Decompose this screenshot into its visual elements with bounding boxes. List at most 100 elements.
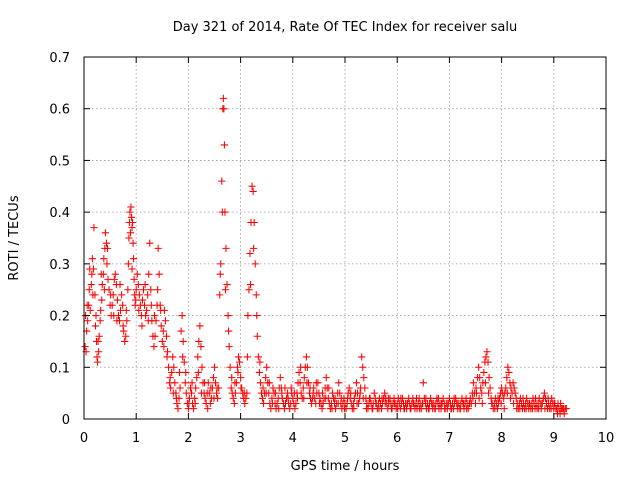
data-point <box>475 394 483 402</box>
data-point <box>384 394 392 402</box>
data-point <box>169 389 177 397</box>
y-axis-label: ROTI / TECUs <box>7 195 22 280</box>
data-point <box>124 286 132 294</box>
data-point <box>85 286 93 294</box>
data-point <box>276 374 284 382</box>
data-point <box>150 311 159 320</box>
data-point <box>167 384 175 392</box>
data-point <box>170 363 178 371</box>
data-point <box>281 384 289 392</box>
data-point <box>225 343 233 351</box>
data-point <box>322 394 330 402</box>
data-point <box>488 399 496 408</box>
y-tick-label: 0.5 <box>49 154 70 169</box>
data-point <box>138 296 147 304</box>
data-point <box>140 301 149 309</box>
data-point <box>124 260 132 268</box>
data-point <box>211 379 220 387</box>
data-point <box>205 389 213 397</box>
data-point <box>505 368 513 377</box>
data-point <box>123 317 131 325</box>
data-point <box>234 368 242 377</box>
x-tick-labels: 0 1 2 3 4 5 6 7 8 9 10 <box>80 431 614 446</box>
data-point <box>93 358 102 366</box>
data-point <box>309 389 317 397</box>
data-point <box>154 286 162 294</box>
data-point <box>560 405 568 413</box>
data-point <box>299 384 307 392</box>
y-tick-label: 0.1 <box>49 361 70 376</box>
data-point <box>297 389 305 397</box>
data-point <box>318 389 327 397</box>
data-point <box>217 260 225 268</box>
data-point <box>98 296 106 304</box>
x-tick-label: 5 <box>341 431 349 446</box>
data-point <box>227 384 235 392</box>
data-point <box>372 399 380 408</box>
data-point <box>161 317 170 325</box>
data-point <box>88 270 96 278</box>
data-point <box>110 275 118 283</box>
data-point <box>143 306 151 314</box>
data-point <box>441 405 449 413</box>
data-point <box>196 322 204 330</box>
data-point <box>478 389 486 397</box>
chart-title: Day 321 of 2014, Rate Of TEC Index for r… <box>173 20 518 35</box>
data-point <box>447 405 455 413</box>
data-point <box>234 353 243 361</box>
data-point <box>130 275 138 283</box>
data-point <box>127 213 136 221</box>
data-point <box>469 394 477 402</box>
data-point <box>171 379 179 387</box>
y-tick-label: 0.6 <box>49 103 70 118</box>
data-point <box>437 399 446 408</box>
data-point <box>381 399 389 408</box>
data-point <box>81 343 89 351</box>
data-point <box>237 374 245 382</box>
data-point <box>556 399 565 408</box>
data-point <box>135 306 143 314</box>
data-point <box>198 363 206 371</box>
data-point <box>187 389 196 397</box>
data-point <box>132 286 140 294</box>
data-point <box>509 379 517 387</box>
x-tick-label: 7 <box>445 431 453 446</box>
data-point <box>89 291 97 299</box>
data-point <box>345 384 353 392</box>
data-point <box>108 301 116 309</box>
data-point <box>459 399 468 408</box>
data-point <box>102 239 111 247</box>
data-point <box>113 317 121 325</box>
data-point <box>291 405 299 413</box>
data-point <box>328 405 336 413</box>
data-point <box>353 399 361 408</box>
data-point <box>463 405 471 413</box>
data-point <box>242 394 250 402</box>
data-point <box>97 306 105 314</box>
data-point <box>207 384 215 392</box>
data-point <box>116 280 124 289</box>
data-point <box>168 368 176 377</box>
data-point <box>510 384 518 392</box>
data-point <box>511 389 519 397</box>
data-point <box>86 265 94 273</box>
data-point <box>553 410 562 418</box>
data-point <box>347 389 355 397</box>
data-point <box>476 374 484 382</box>
data-point <box>344 394 352 402</box>
data-point <box>144 291 152 299</box>
data-point <box>179 337 187 346</box>
data-point <box>453 399 461 408</box>
data-points <box>81 94 570 418</box>
data-point <box>111 270 119 278</box>
data-point <box>92 311 100 320</box>
data-point <box>422 394 430 402</box>
data-point <box>197 343 205 351</box>
data-point <box>419 399 427 408</box>
data-point <box>151 332 159 340</box>
data-point <box>125 234 133 242</box>
y-tick-label: 0 <box>62 413 70 428</box>
data-point <box>254 353 262 361</box>
data-point <box>243 353 251 361</box>
data-point <box>359 363 367 371</box>
